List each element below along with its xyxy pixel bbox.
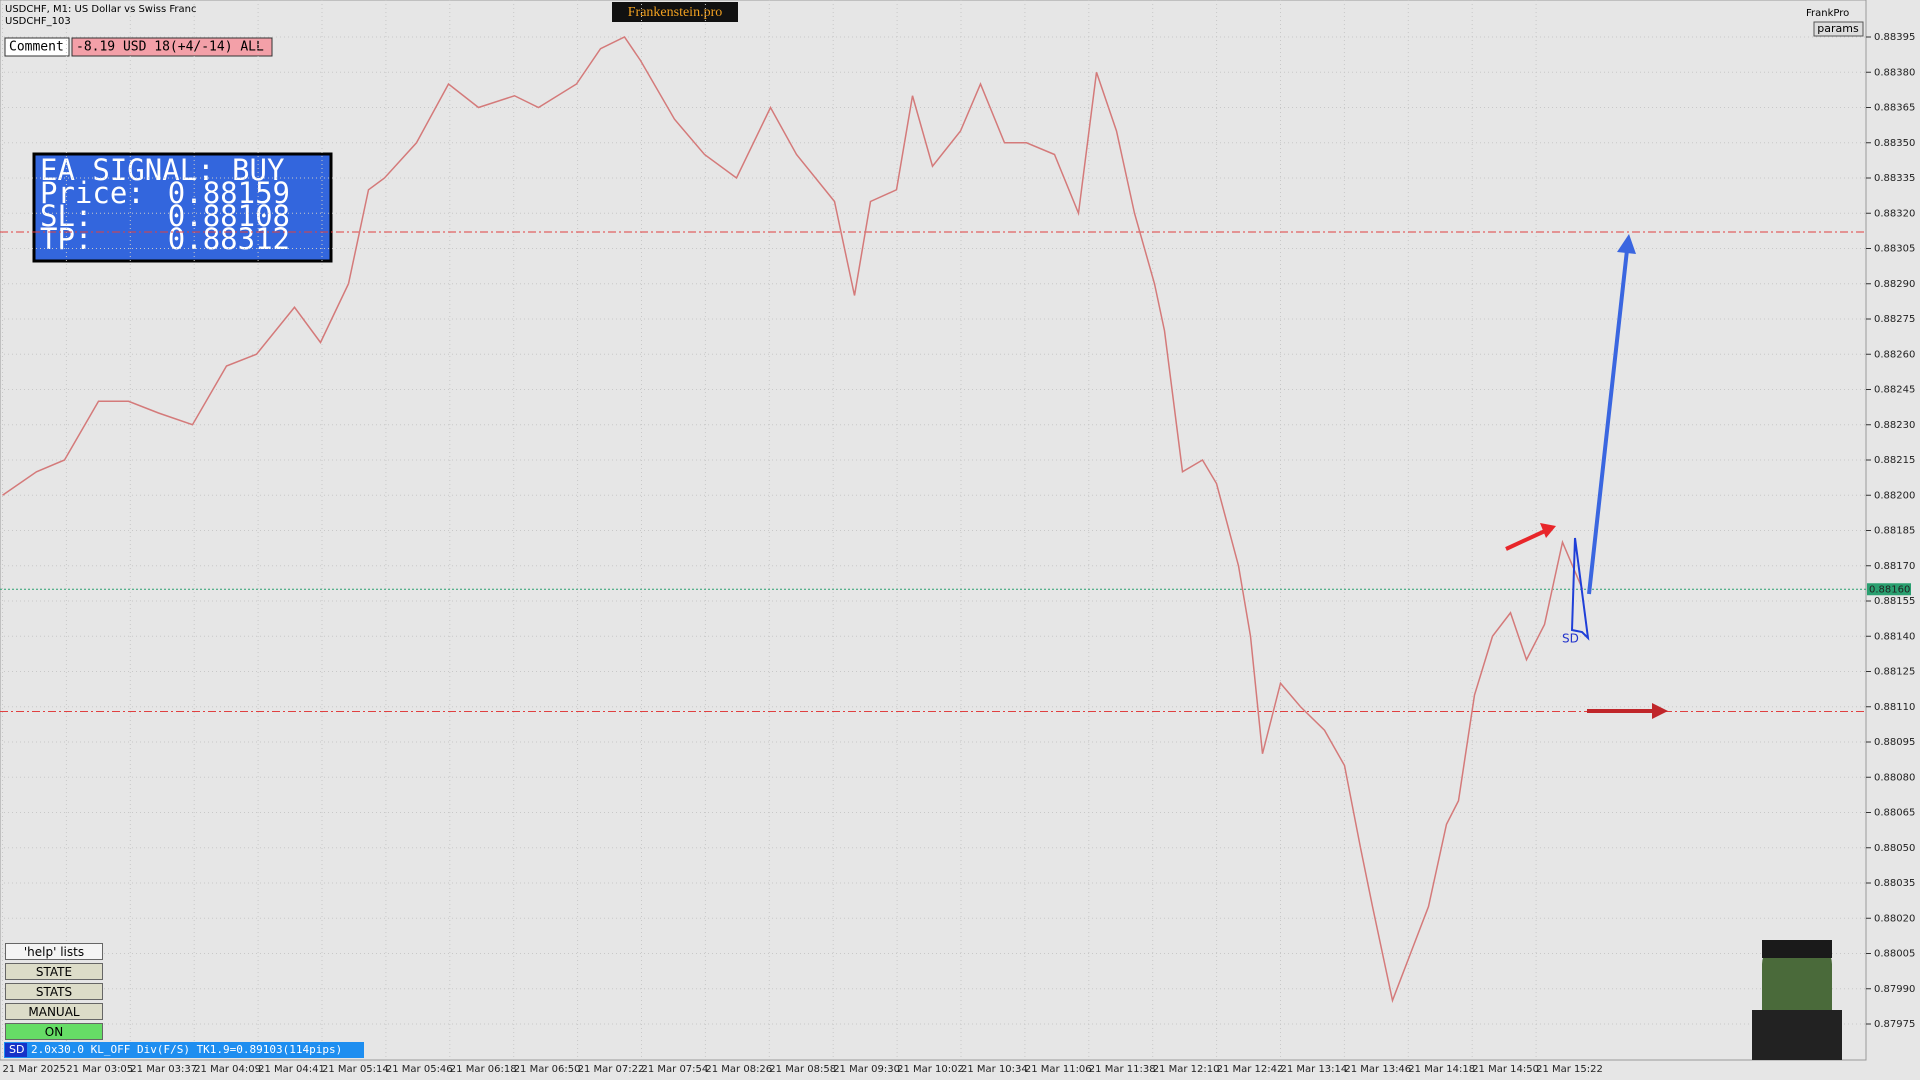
brand-box (612, 2, 738, 22)
time-tick-label: 21 Mar 06:50 (514, 1064, 581, 1075)
signal-arrow-head (1540, 523, 1556, 538)
price-tick-label: 0.88260 (1874, 349, 1915, 360)
current-price-box (1867, 583, 1911, 596)
time-tick-label: 21 Mar 03:37 (130, 1064, 197, 1075)
mascot (1752, 940, 1842, 1060)
brand: Frankenstein.pro (628, 5, 722, 20)
signal-arrow (1505, 529, 1546, 551)
price-tick-label: 0.88080 (1874, 772, 1915, 783)
price-tick-label: 0.88125 (1874, 667, 1915, 678)
price-tick-label: 0.88245 (1874, 385, 1915, 396)
time-tick-label: 21 Mar 05:46 (386, 1064, 453, 1075)
price-tick-label: 0.88275 (1874, 314, 1915, 325)
price-tick-label: 0.88305 (1874, 244, 1915, 255)
time-tick-label: 21 Mar 09:30 (833, 1064, 900, 1075)
price-value: 0.88159 (168, 176, 290, 210)
price-tick-label: 0.88065 (1874, 808, 1915, 819)
status-tag: SD (9, 1043, 24, 1056)
time-tick-label: 21 Mar 03:05 (66, 1064, 133, 1075)
signal-title: EA SIGNAL: BUY (40, 153, 284, 187)
price-tick-label: 0.88395 (1874, 32, 1915, 43)
price-tick-label: 0.88350 (1874, 138, 1915, 149)
price-tick-label: 0.88170 (1874, 561, 1915, 572)
sl-arrow-head (1652, 703, 1668, 719)
status-tag-box (5, 1043, 27, 1057)
time-tick-label: 21 Mar 11:06 (1025, 1064, 1092, 1075)
time-tick-label: 21 Mar 10:02 (897, 1064, 964, 1075)
time-tick-label: 21 Mar 07:22 (578, 1064, 645, 1075)
time-tick-label: 21 Mar 05:14 (322, 1064, 389, 1075)
buy-arrow-head (1617, 234, 1636, 254)
mascot-body (1752, 1010, 1842, 1060)
comment-label: Comment (9, 40, 64, 55)
price-tick-label: 0.88110 (1874, 702, 1915, 713)
time-tick-label: 21 Mar 2025 (3, 1064, 66, 1075)
comment-text: -8.19 USD 18(+4/-14) ALL (76, 40, 264, 55)
control-button[interactable]: STATE (5, 963, 103, 980)
price-tick-label: 0.88005 (1874, 949, 1915, 960)
sd-shape (1570, 537, 1590, 641)
comment-label-box (4, 37, 70, 57)
comment-box (71, 37, 273, 57)
control-button[interactable]: ON (5, 1023, 103, 1040)
price-tick-label: 0.88365 (1874, 103, 1915, 114)
symbol: USDCHF, M1: US Dollar vs Swiss Franc (5, 4, 196, 15)
current-price-label: 0.88160 (1869, 584, 1910, 595)
time-tick-label: 21 Mar 15:22 (1536, 1064, 1603, 1075)
control-button[interactable]: 'help' lists cmds (5, 943, 103, 976)
price-tick-label: 0.88320 (1874, 208, 1915, 219)
time-tick-label: 21 Mar 13:46 (1344, 1064, 1411, 1075)
buy-arrow (1587, 249, 1629, 595)
tp-label: TP: (40, 222, 92, 256)
time-tick-label: 21 Mar 14:18 (1408, 1064, 1475, 1075)
time-tick-label: 21 Mar 14:50 (1472, 1064, 1539, 1075)
sd-marker: SD (1562, 632, 1579, 646)
price-tick-label: 0.88335 (1874, 173, 1915, 184)
price-tick-label: 0.88215 (1874, 455, 1915, 466)
time-tick-label: 21 Mar 12:10 (1153, 1064, 1220, 1075)
price-tick-label: 0.88020 (1874, 913, 1915, 924)
user: FrankPro (1806, 8, 1849, 19)
price-tick-label: 0.88290 (1874, 279, 1915, 290)
time-tick-label: 21 Mar 06:18 (450, 1064, 517, 1075)
price-tick-label: 0.88380 (1874, 67, 1915, 78)
time-tick-label: 21 Mar 08:26 (705, 1064, 772, 1075)
tp-value: 0.88312 (168, 222, 290, 256)
price-label: Price: (40, 176, 145, 210)
time-tick-label: 21 Mar 04:09 (194, 1064, 261, 1075)
price-tick-label: 0.88200 (1874, 490, 1915, 501)
account: USDCHF_103 (5, 16, 71, 27)
time-tick-label: 21 Mar 11:38 (1089, 1064, 1156, 1075)
status-bar (4, 1042, 364, 1058)
sl-value: 0.88108 (168, 199, 290, 233)
price-tick-label: 0.88140 (1874, 631, 1915, 642)
control-button[interactable]: MANUAL (5, 1003, 103, 1020)
price-line (2, 36, 1584, 1004)
time-tick-label: 21 Mar 04:41 (258, 1064, 325, 1075)
time-tick-label: 21 Mar 08:58 (769, 1064, 836, 1075)
params-button[interactable] (1813, 21, 1864, 37)
mascot-hair (1762, 940, 1832, 958)
control-button[interactable]: STATS (5, 983, 103, 1000)
time-tick-label: 21 Mar 10:34 (961, 1064, 1028, 1075)
price-tick-label: 0.88095 (1874, 737, 1915, 748)
price-tick-label: 0.88050 (1874, 843, 1915, 854)
time-tick-label: 21 Mar 07:54 (642, 1064, 709, 1075)
time-tick-label: 21 Mar 13:14 (1281, 1064, 1348, 1075)
params-label[interactable]: params (1817, 22, 1859, 35)
status-text: 2.0x30.0 KL_OFF Div(F/S) TK1.9=0.89103(1… (31, 1043, 342, 1056)
price-tick-label: 0.88035 (1874, 878, 1915, 889)
signal-box (32, 152, 333, 263)
price-tick-label: 0.87975 (1874, 1019, 1915, 1030)
price-tick-label: 0.88230 (1874, 420, 1915, 431)
price-tick-label: 0.88155 (1874, 596, 1915, 607)
arrows (1505, 234, 1668, 719)
time-tick-label: 21 Mar 12:42 (1217, 1064, 1284, 1075)
price-tick-label: 0.87990 (1874, 984, 1915, 995)
price-tick-label: 0.88185 (1874, 526, 1915, 537)
